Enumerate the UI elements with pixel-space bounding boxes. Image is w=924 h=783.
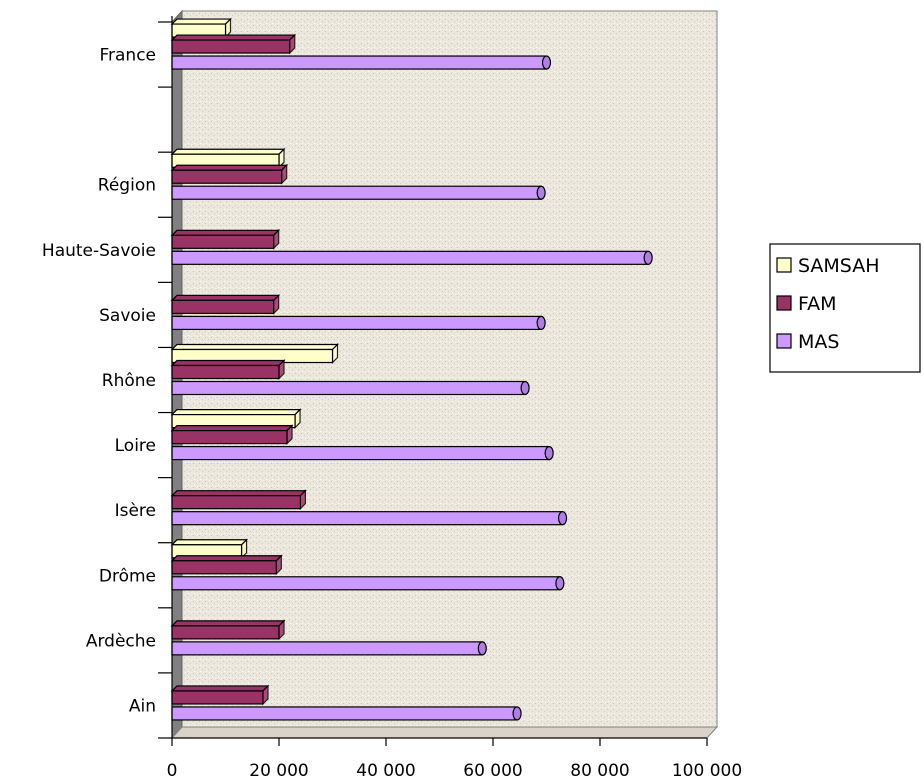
bar-mas-ardeche — [171, 641, 487, 656]
bar-mas-loire — [171, 445, 554, 461]
bar-mas-france — [171, 55, 552, 70]
bar-mas-region — [171, 185, 546, 200]
bar-samsah-loire — [170, 408, 302, 430]
bar-fam-drome — [170, 554, 283, 576]
bar-mas-haute-savoie — [171, 250, 653, 265]
category-label-ain: Ain — [129, 696, 156, 716]
legend-label-samsah: SAMSAH — [798, 255, 880, 277]
legend-label-fam: FAM — [798, 293, 837, 315]
category-label-haute-savoie: Haute-Savoie — [42, 241, 156, 261]
bar-fam-haute-savoie — [170, 228, 281, 250]
x-tick-label: 20 000 — [249, 761, 308, 781]
legend: SAMSAH FAM MAS — [769, 243, 921, 373]
category-label-isere: Isère — [115, 501, 156, 521]
legend-label-mas: MAS — [798, 331, 839, 353]
category-label-france: France — [99, 46, 156, 66]
legend-swatch-mas — [776, 333, 792, 349]
bar-fam-loire — [170, 424, 294, 446]
bar-mas-drome — [171, 576, 565, 591]
category-label-loire: Loire — [115, 436, 156, 456]
bar-fam-ain — [170, 684, 270, 706]
bar-samsah-drome — [170, 538, 248, 560]
bar-mas-savoie — [171, 315, 546, 331]
x-tick-label: 80 000 — [570, 761, 629, 781]
bar-mas-rhone — [171, 380, 530, 396]
bar-fam-ardeche — [170, 619, 286, 641]
bar-samsah-rhone — [170, 343, 339, 364]
x-tick-label: 100 000 — [672, 761, 742, 781]
legend-swatch-fam — [776, 295, 792, 311]
category-label-ardeche: Ardèche — [86, 631, 156, 651]
bar-fam-savoie — [170, 293, 281, 315]
category-label-savoie: Savoie — [99, 306, 156, 326]
plot-floor — [170, 726, 719, 739]
bar-mas-ain — [171, 706, 522, 721]
bar-samsah-region — [170, 147, 286, 169]
legend-swatch-samsah — [776, 257, 792, 273]
bar-mas-isere — [171, 511, 568, 526]
category-label-drome: Drôme — [99, 566, 156, 586]
bar-samsah-france — [170, 17, 232, 39]
x-tick-label: 0 — [167, 761, 178, 781]
bar-fam-region — [170, 163, 289, 185]
x-tick-label: 60 000 — [463, 761, 522, 781]
x-tick-label: 40 000 — [356, 761, 415, 781]
legend-box — [769, 243, 921, 373]
category-label-region: Région — [98, 176, 156, 196]
axes: France Région Haute-Savoie Savoie Rhône Loire… — [42, 16, 742, 781]
bar-fam-france — [170, 33, 297, 55]
bar-fam-rhone — [170, 359, 286, 380]
category-label-rhone: Rhône — [102, 371, 156, 391]
bar-fam-isere — [170, 489, 307, 511]
